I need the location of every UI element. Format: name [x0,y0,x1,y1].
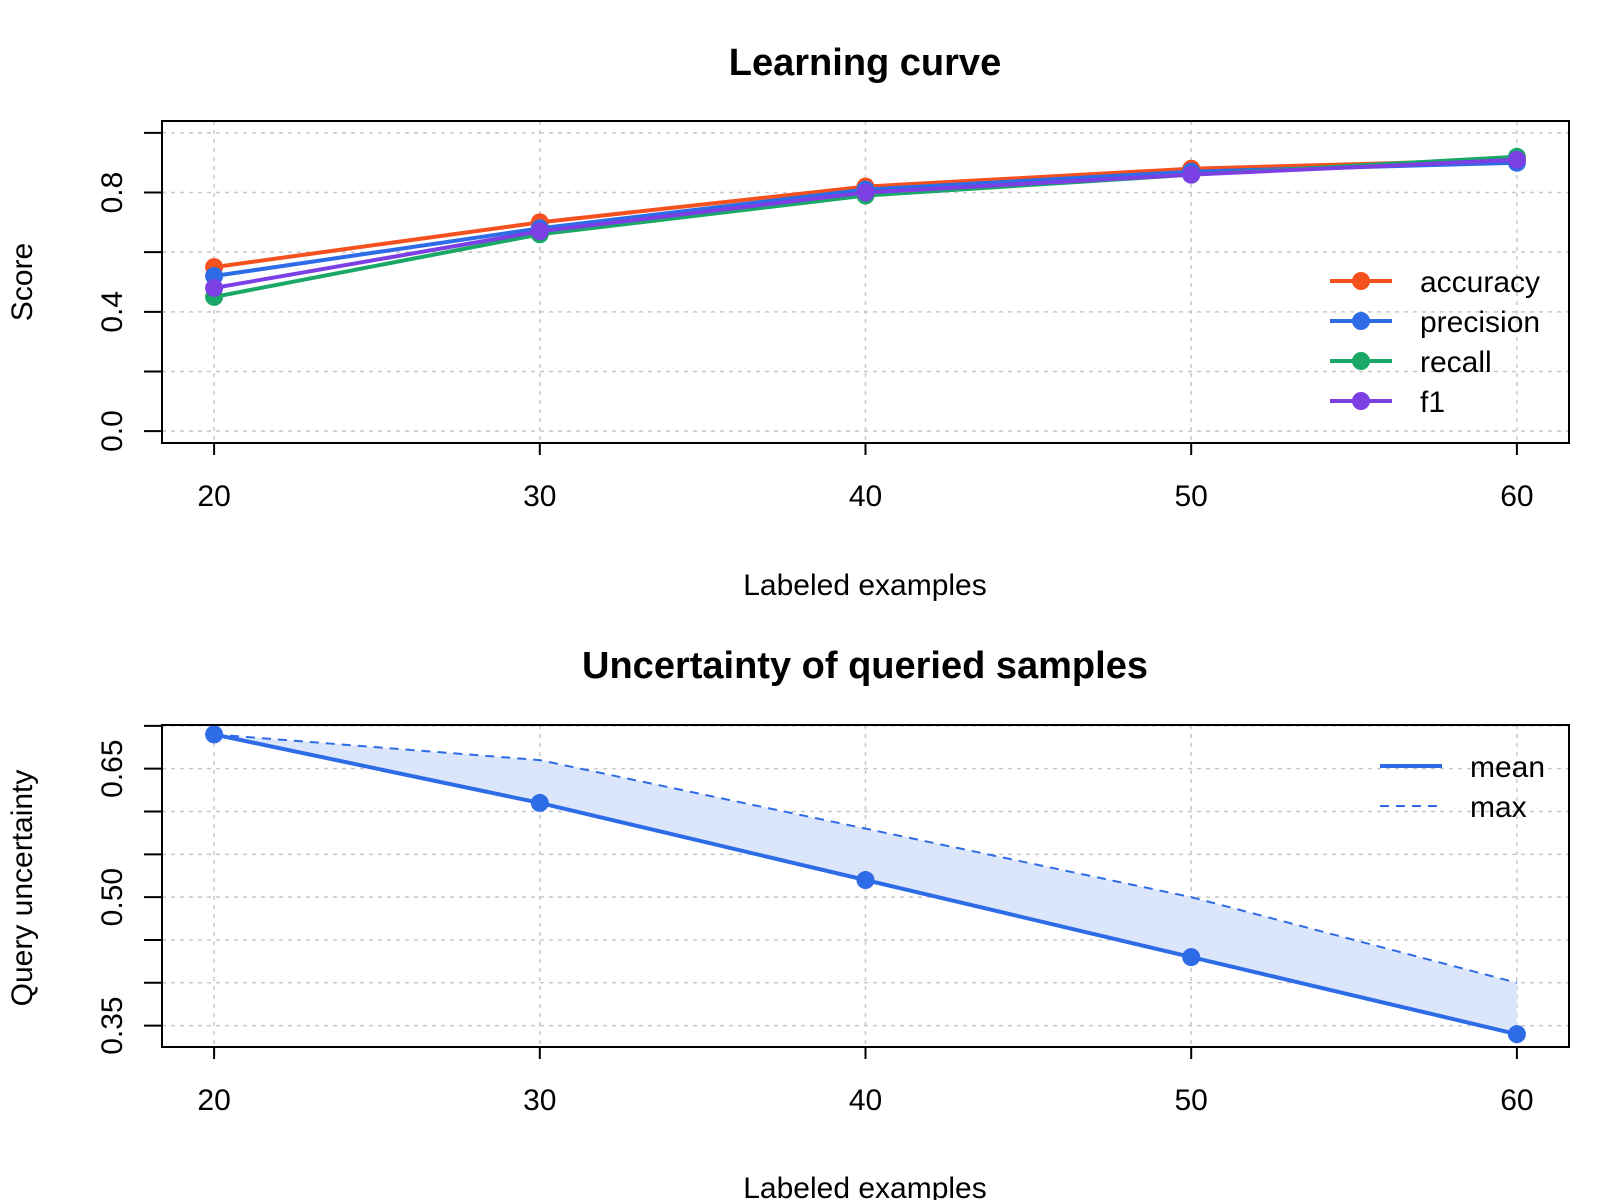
learning-curve-x-tick-label-30: 30 [523,480,556,513]
learning-curve-x-tick-label-50: 50 [1175,480,1208,513]
uncertainty-x-tick-label-30: 30 [523,1084,556,1117]
learning-curve-y-tick-label-0-4: 0.4 [96,291,129,333]
point-mean-60 [1507,1025,1526,1044]
point-f1-50 [1182,165,1201,184]
learning-curve-x-tick-label-20: 20 [197,480,230,513]
learning-curve-plot-area [205,147,1526,306]
uncertainty-panel: Uncertainty of queried samples 20 30 40 50 6… [6,645,1570,1200]
learning-curve-x-tick-label-60: 60 [1500,480,1533,513]
legend-marker-recall [1352,352,1370,370]
point-f1-30 [530,222,549,241]
uncertainty-y-tick-label-0-65: 0.65 [96,739,129,797]
uncertainty-x-tick-label-50: 50 [1175,1084,1208,1117]
uncertainty-title: Uncertainty of queried samples [582,645,1148,687]
learning-curve-x-tick-label-40: 40 [849,480,882,513]
point-f1-60 [1507,150,1526,169]
uncertainty-x-tick-label-20: 20 [197,1084,230,1117]
uncertainty-x-tick-label-60: 60 [1500,1084,1533,1117]
legend-marker-f1 [1352,392,1370,410]
legend-label-mean: mean [1470,751,1545,784]
series-line-max [214,733,1518,984]
uncertainty-y-axis-label: Query uncertainty [6,770,39,1007]
uncertainty-axes: 20 30 40 50 60 0.35 0.50 0.65 [96,724,1534,1117]
uncertainty-x-axis-label: Labeled examples [743,1172,987,1200]
legend-label-accuracy: accuracy [1420,266,1540,299]
legend-marker-accuracy [1352,272,1370,290]
learning-curve-y-tick-label-0-8: 0.8 [96,172,129,214]
learning-curve-panel: Learning curve 20 30 40 50 60 0.0 0.4 0.8 Label… [6,42,1570,602]
uncertainty-plot-area [205,725,1526,1044]
point-mean-40 [856,871,875,890]
point-mean-20 [205,725,224,744]
point-mean-50 [1182,948,1201,967]
learning-curve-y-tick-label-0-0: 0.0 [96,410,129,452]
point-f1-40 [856,183,875,202]
legend-label-f1: f1 [1420,386,1445,419]
point-f1-20 [205,278,224,297]
learning-curve-legend: accuracy precision recall f1 [1330,266,1540,419]
legend-label-max: max [1470,791,1527,824]
learning-curve-title: Learning curve [729,42,1001,84]
learning-curve-x-axis-label: Labeled examples [743,569,987,602]
uncertainty-legend: mean max [1380,751,1545,824]
point-mean-30 [530,793,549,812]
legend-label-precision: precision [1420,306,1540,339]
legend-label-recall: recall [1420,346,1492,379]
uncertainty-y-tick-label-0-50: 0.50 [96,868,129,926]
uncertainty-y-tick-label-0-35: 0.35 [96,996,129,1054]
legend-marker-precision [1352,312,1370,330]
learning-curve-axes: 20 30 40 50 60 0.0 0.4 0.8 [96,131,1534,513]
learning-curve-y-axis-label: Score [6,243,39,321]
uncertainty-x-tick-label-40: 40 [849,1084,882,1117]
